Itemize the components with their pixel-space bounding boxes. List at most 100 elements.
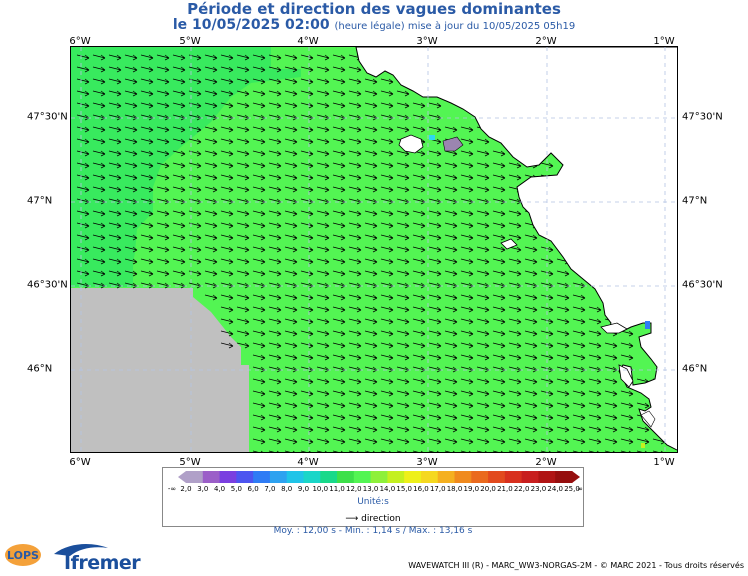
ile-oleron	[618, 364, 634, 388]
direction-arrow	[300, 174, 314, 181]
legend-label: 2,0	[180, 485, 192, 493]
graticule	[71, 47, 677, 452]
direction-arrow	[124, 234, 138, 241]
direction-arrow	[124, 186, 138, 193]
direction-arrow	[204, 162, 218, 169]
direction-arrow	[508, 162, 522, 169]
lon-label-bottom: 2°W	[535, 457, 557, 468]
direction-arrow	[172, 138, 186, 145]
direction-arrow	[428, 126, 442, 133]
direction-arrow	[540, 162, 554, 169]
direction-arrow	[284, 150, 298, 157]
direction-arrow	[76, 102, 90, 109]
direction-arrow	[364, 318, 378, 325]
direction-arrow	[252, 294, 266, 301]
direction-arrow	[396, 306, 410, 313]
direction-arrow	[284, 426, 298, 433]
lon-label-top: 5°W	[179, 36, 201, 47]
direction-arrow	[284, 438, 298, 445]
direction-arrow	[284, 270, 298, 277]
direction-arrow	[284, 66, 298, 73]
direction-arrow	[444, 378, 458, 385]
legend-swatch	[387, 471, 405, 483]
legend-label: 10,0	[312, 485, 329, 493]
legend-swatch	[320, 471, 338, 483]
direction-arrow	[524, 390, 538, 397]
direction-arrow	[476, 390, 490, 397]
ifremer-logo-text: Ifremer	[64, 552, 141, 574]
direction-arrow	[300, 78, 314, 85]
legend-label: 19,0	[463, 485, 480, 493]
ile-dyeu	[500, 238, 518, 250]
direction-arrow	[300, 222, 314, 229]
legend-label: 7,0	[264, 485, 276, 493]
direction-arrow	[300, 342, 314, 349]
direction-arrow	[220, 222, 234, 229]
direction-legend: ⟶ direction	[162, 514, 584, 524]
direction-arrow	[364, 150, 378, 157]
direction-arrow	[124, 78, 138, 85]
direction-arrow	[332, 162, 346, 169]
direction-arrow	[428, 222, 442, 229]
direction-arrow	[412, 438, 426, 445]
legend-swatch	[219, 471, 237, 483]
direction-arrow	[252, 234, 266, 241]
direction-arrow	[380, 246, 394, 253]
direction-arrow	[556, 318, 570, 325]
direction-arrow	[172, 78, 186, 85]
direction-arrow	[220, 162, 234, 169]
direction-arrow	[444, 174, 458, 181]
direction-arrow	[220, 234, 234, 241]
direction-arrow	[428, 174, 442, 181]
direction-arrow	[460, 222, 474, 229]
direction-arrow	[412, 270, 426, 277]
direction-arrow	[332, 342, 346, 349]
direction-arrow	[604, 438, 618, 445]
direction-arrow	[476, 306, 490, 313]
direction-arrow	[284, 162, 298, 169]
direction-arrow	[92, 174, 106, 181]
direction-arrow	[396, 102, 410, 109]
direction-arrow	[268, 438, 282, 445]
wave-map[interactable]	[70, 46, 678, 453]
direction-arrow	[236, 162, 250, 169]
direction-arrow	[508, 258, 522, 265]
direction-arrow	[236, 234, 250, 241]
direction-arrow	[172, 102, 186, 109]
direction-arrow	[76, 78, 90, 85]
direction-arrow	[172, 246, 186, 253]
direction-arrow	[572, 426, 586, 433]
direction-arrow	[220, 126, 234, 133]
direction-arrow	[236, 342, 250, 349]
direction-arrow	[444, 234, 458, 241]
direction-arrow	[140, 270, 154, 277]
direction-arrow	[268, 162, 282, 169]
direction-arrow	[572, 450, 583, 452]
direction-arrow	[444, 306, 458, 313]
direction-arrow	[364, 258, 378, 265]
legend-label: 11,0	[329, 485, 345, 493]
direction-arrow	[332, 66, 346, 73]
direction-arrow	[220, 258, 234, 265]
direction-arrow	[316, 270, 330, 277]
direction-arrow	[476, 162, 490, 169]
direction-arrow	[348, 210, 362, 217]
direction-arrow	[252, 246, 266, 253]
direction-arrow	[268, 294, 282, 301]
direction-arrow	[268, 90, 282, 97]
direction-arrow	[540, 258, 554, 265]
legend-swatch	[236, 471, 254, 483]
direction-arrow	[76, 126, 90, 133]
direction-arrow	[364, 138, 378, 145]
legend-swatch	[488, 471, 506, 483]
direction-arrow	[476, 414, 490, 421]
direction-arrow	[396, 354, 410, 361]
direction-arrow	[444, 426, 458, 433]
direction-arrow	[364, 438, 378, 445]
direction-arrow	[460, 246, 474, 253]
direction-arrow	[268, 234, 282, 241]
direction-arrow	[428, 378, 442, 385]
direction-arrow	[124, 246, 138, 253]
direction-arrow	[460, 162, 474, 169]
direction-arrow	[332, 330, 346, 337]
